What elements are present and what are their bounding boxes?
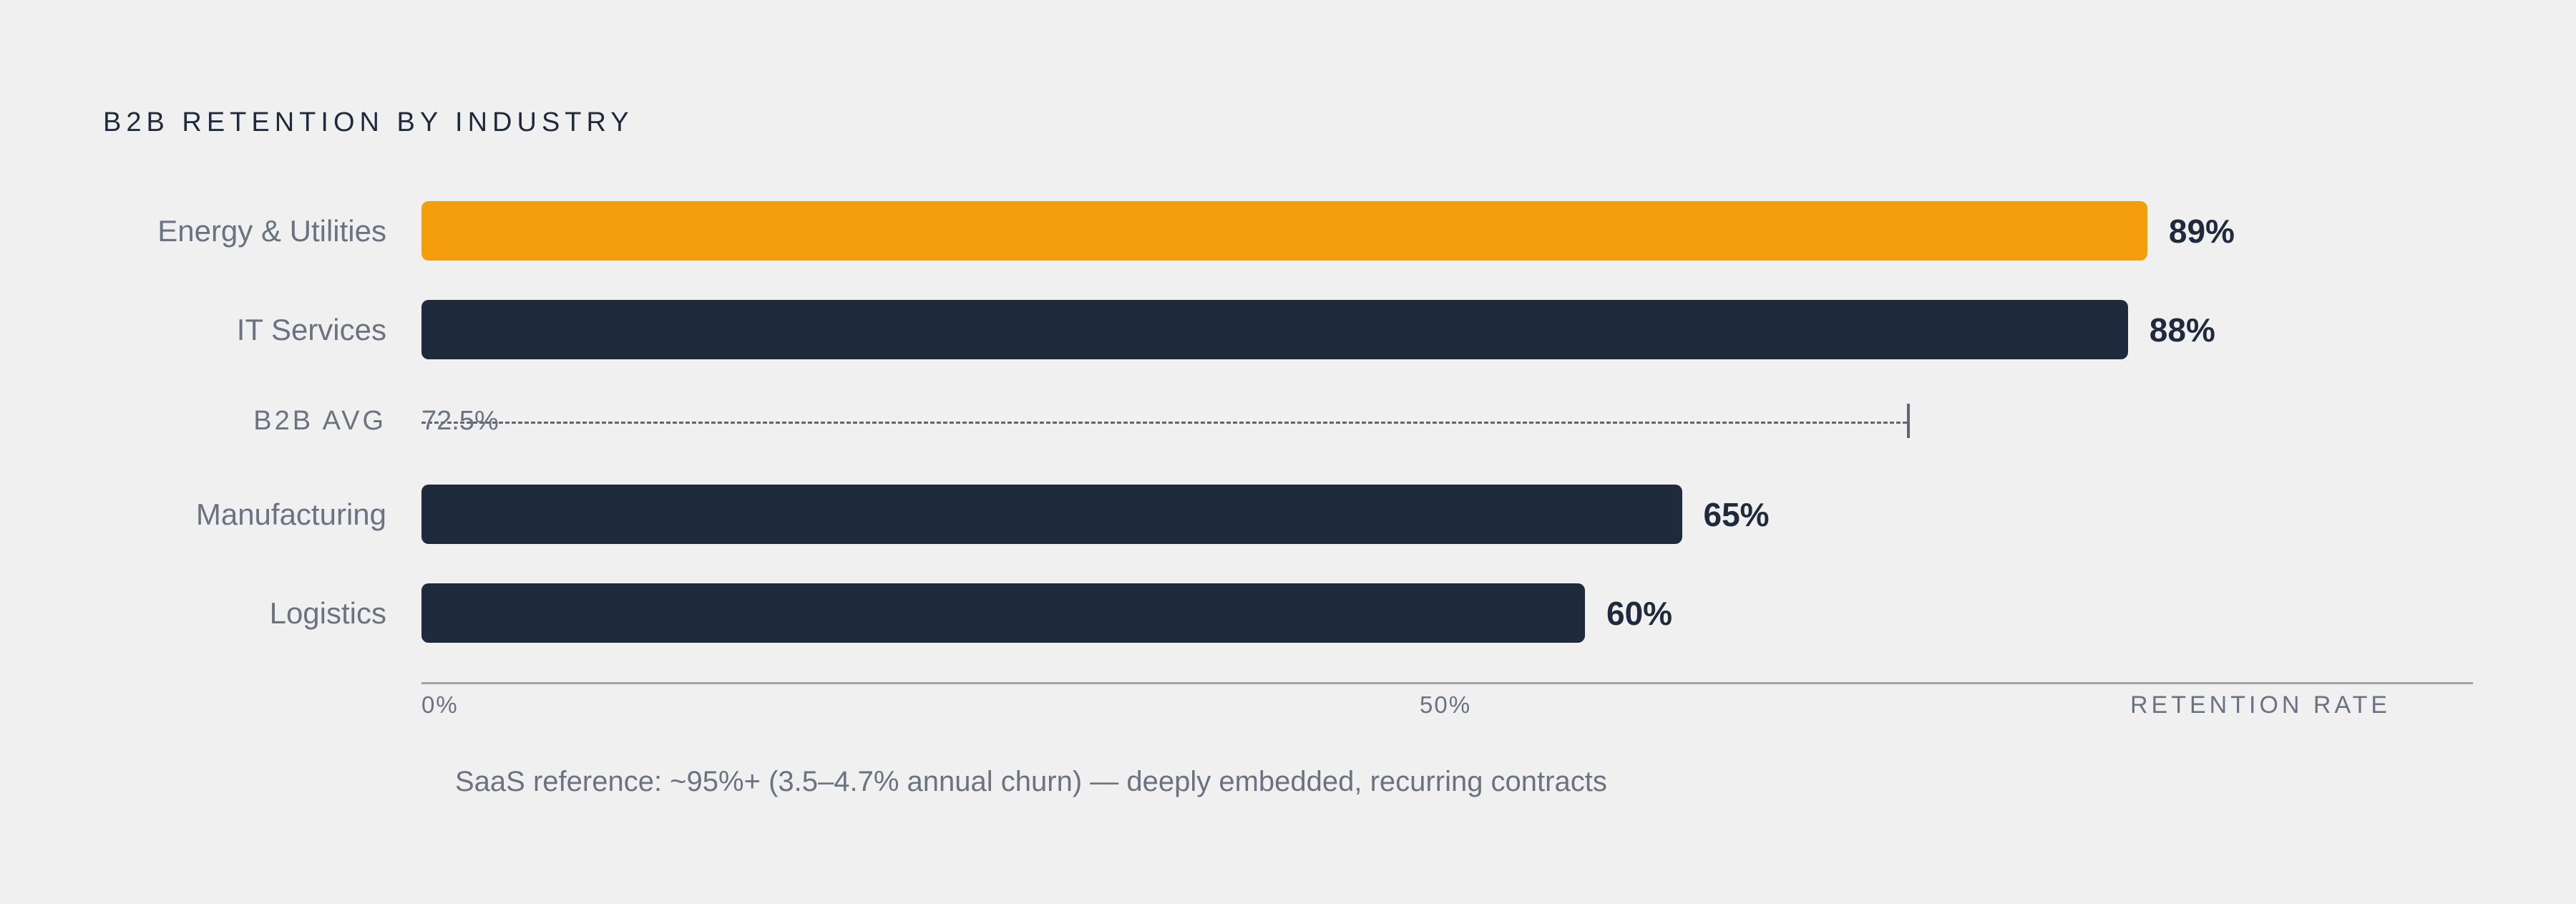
reference-line-end-tick [1907,404,1910,438]
x-axis-title: RETENTION RATE [2130,691,2391,719]
bar [421,583,1585,643]
x-axis-line [421,682,2473,684]
bar [421,201,2147,261]
chart-title: B2B RETENTION BY INDUSTRY [103,107,634,137]
bar-value-label: 89% [2168,213,2235,250]
bar-value-label: 65% [1703,496,1770,533]
category-label: Manufacturing [195,497,386,531]
annotation-note: SaaS reference: ~95%+ (3.5–4.7% annual c… [455,766,1607,797]
category-label: IT Services [236,313,386,346]
x-tick-label: 50% [1420,691,1472,718]
reference-line [421,422,1907,424]
category-label: Logistics [269,596,386,630]
category-label: Energy & Utilities [157,214,386,248]
bar [421,300,2128,359]
bar-value-label: 60% [1606,595,1673,632]
bar [421,485,1682,544]
reference-line-label: B2B AVG [253,406,386,436]
x-tick-label: 0% [421,691,459,718]
bar-value-label: 88% [2149,311,2215,349]
reference-line-value: 72.5% [421,406,499,436]
